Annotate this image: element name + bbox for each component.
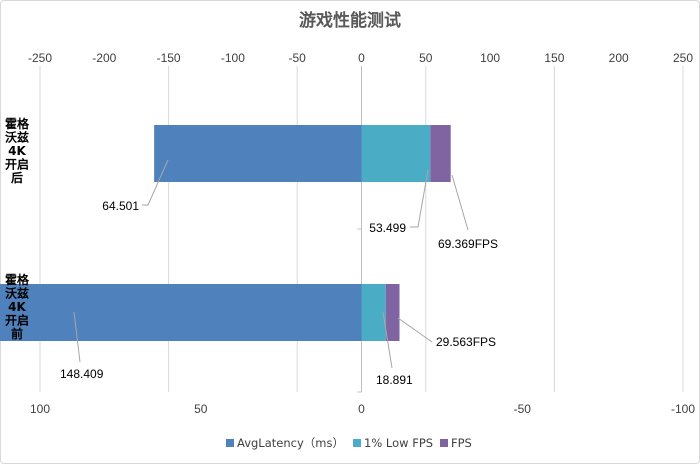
legend-swatch: [353, 439, 361, 447]
category-label-line: 霍格: [5, 272, 30, 287]
data-label-fps: 69.369FPS: [438, 237, 498, 251]
secondary-tick-label: 100: [30, 402, 50, 416]
legend: AvgLatency（ms） 1% Low FPS FPS: [226, 436, 472, 450]
secondary-tick-label: -100: [671, 402, 695, 416]
secondary-tick-label: 50: [194, 402, 208, 416]
category-label-line: 前: [11, 326, 23, 341]
legend-label: AvgLatency（ms）: [237, 436, 344, 450]
secondary-tick-label: -50: [514, 402, 532, 416]
primary-tick-label: 0: [358, 51, 365, 65]
bar-fps: [385, 284, 400, 341]
leader-line: [382, 311, 393, 369]
primary-tick-label: -50: [289, 51, 307, 65]
category-label-line: 沃兹: [5, 130, 29, 145]
leader-line: [410, 169, 429, 228]
data-label-1pct-low-fps: 18.891: [376, 373, 413, 387]
bar-1pct-low-fps: [361, 284, 386, 341]
bars: [0, 125, 451, 341]
category-label-line: 后: [11, 170, 23, 185]
primary-tick-label: 250: [673, 51, 693, 65]
legend-swatch: [226, 439, 234, 447]
grid: [39, 66, 684, 393]
secondary-tick-label: 0: [358, 402, 365, 416]
category-label-line: 4K: [8, 300, 26, 314]
primary-tick-label: 200: [609, 51, 629, 65]
category-label-line: 沃兹: [5, 286, 29, 301]
primary-tick-label: -100: [221, 51, 245, 65]
category-label-line: 霍格: [5, 116, 30, 131]
category-label-line: 开启: [5, 157, 29, 172]
data-label-1pct-low-fps: 53.499: [369, 221, 406, 235]
primary-tick-label: 150: [544, 51, 564, 65]
leader-lines: [73, 159, 469, 369]
data-label-avglatency: 64.501: [102, 199, 139, 213]
leader-line: [142, 159, 169, 206]
data-label-avglatency: 148.409: [60, 367, 104, 381]
category-label-line: 开启: [5, 313, 29, 328]
bar-avglatency: [0, 284, 362, 341]
data-label-fps: 29.563FPS: [436, 335, 496, 349]
primary-tick-label: 100: [480, 51, 500, 65]
leader-line: [73, 311, 81, 363]
secondary-axis-ticks: 100 50 0 -50 -100: [30, 402, 695, 416]
bar-fps: [430, 125, 451, 182]
bar-1pct-low-fps: [361, 125, 431, 182]
primary-tick-label: -200: [92, 51, 116, 65]
leader-line: [451, 174, 469, 231]
primary-axis-ticks: -250 -200 -150 -100 -50 0 50 100 150 200 250: [28, 51, 693, 65]
data-labels: 64.501 53.499 69.369FPS 148.409 18.891 29.563…: [60, 199, 498, 387]
primary-tick-label: -250: [28, 51, 52, 65]
category-label-line: 4K: [8, 144, 26, 158]
legend-swatch: [440, 439, 448, 447]
chart-title: 游戏性能测试: [299, 10, 401, 31]
legend-label: FPS: [451, 436, 472, 450]
primary-tick-label: -150: [157, 51, 181, 65]
bar-avglatency: [154, 125, 362, 182]
primary-tick-label: 50: [419, 51, 433, 65]
legend-label: 1% Low FPS: [364, 436, 433, 450]
leader-line: [397, 317, 433, 343]
